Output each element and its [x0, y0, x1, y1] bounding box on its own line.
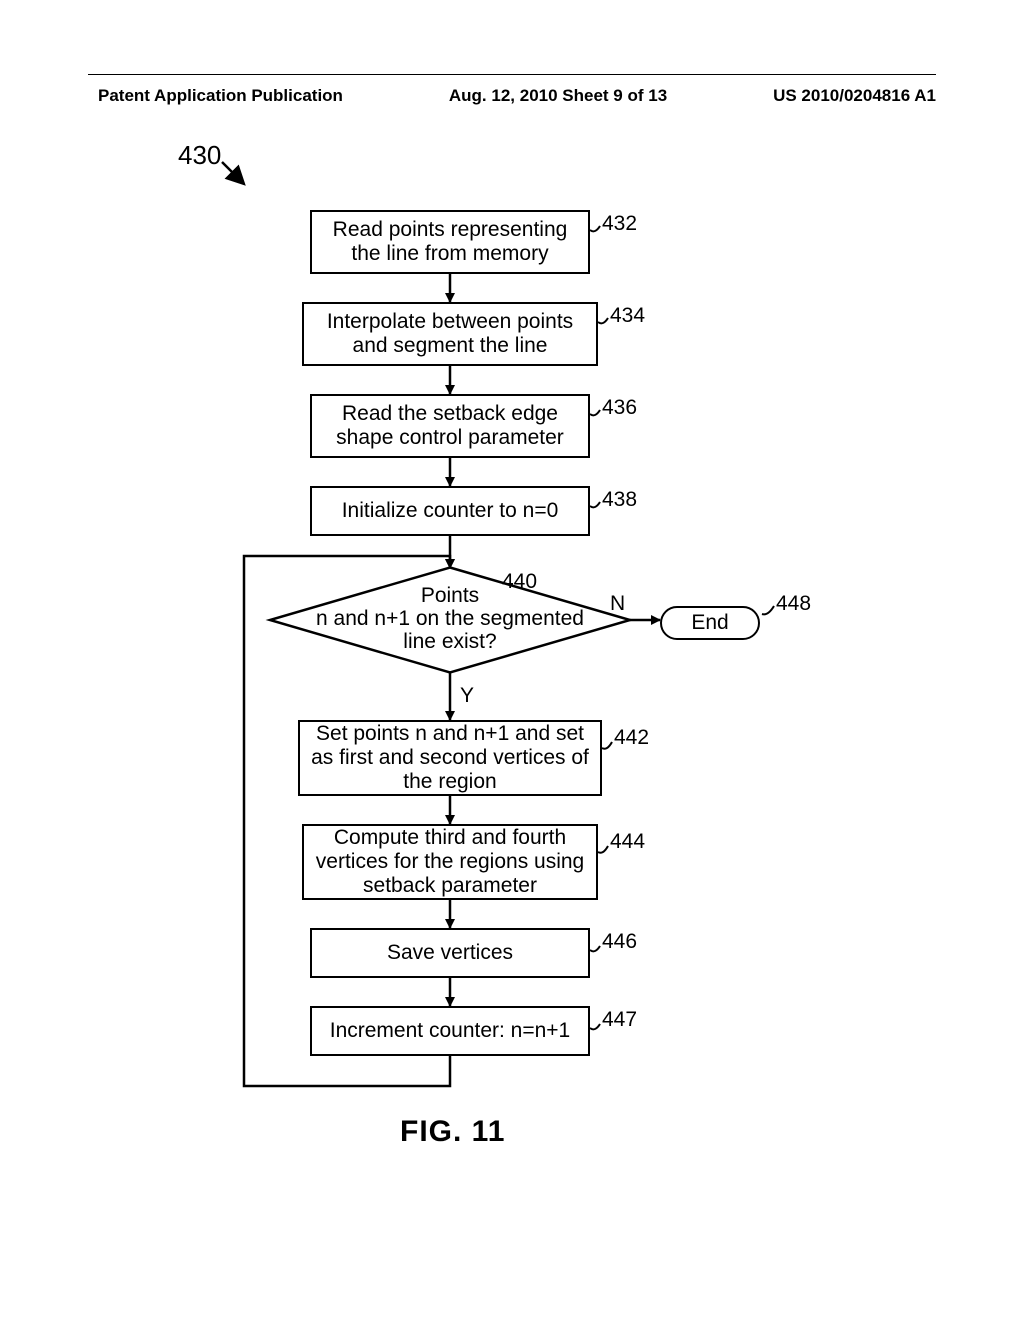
- reference-label-446: 446: [602, 930, 637, 954]
- reference-label-436: 436: [602, 396, 637, 420]
- reference-label-448: 448: [776, 592, 811, 616]
- flow-terminator-448: End: [660, 606, 760, 640]
- figure-caption: FIG. 11: [400, 1115, 505, 1149]
- flow-node-447: Increment counter: n=n+1: [310, 1006, 590, 1056]
- reference-label-444: 444: [610, 830, 645, 854]
- edge-label-N: N: [610, 592, 625, 616]
- reference-label-440: 440: [502, 570, 537, 594]
- reference-label-434: 434: [610, 304, 645, 328]
- flow-decision-440: Pointsn and n+1 on the segmentedline exi…: [0, 0, 1024, 1320]
- flow-node-442: Set points n and n+1 and set as first an…: [298, 720, 602, 796]
- flow-node-446: Save vertices: [310, 928, 590, 978]
- reference-label-447: 447: [602, 1008, 637, 1032]
- reference-label-432: 432: [602, 212, 637, 236]
- edge-label-Y: Y: [460, 684, 474, 708]
- reference-label-438: 438: [602, 488, 637, 512]
- reference-label-442: 442: [614, 726, 649, 750]
- flow-node-444: Compute third and fourth vertices for th…: [302, 824, 598, 900]
- flow-decision-text-440: Pointsn and n+1 on the segmentedline exi…: [300, 584, 600, 653]
